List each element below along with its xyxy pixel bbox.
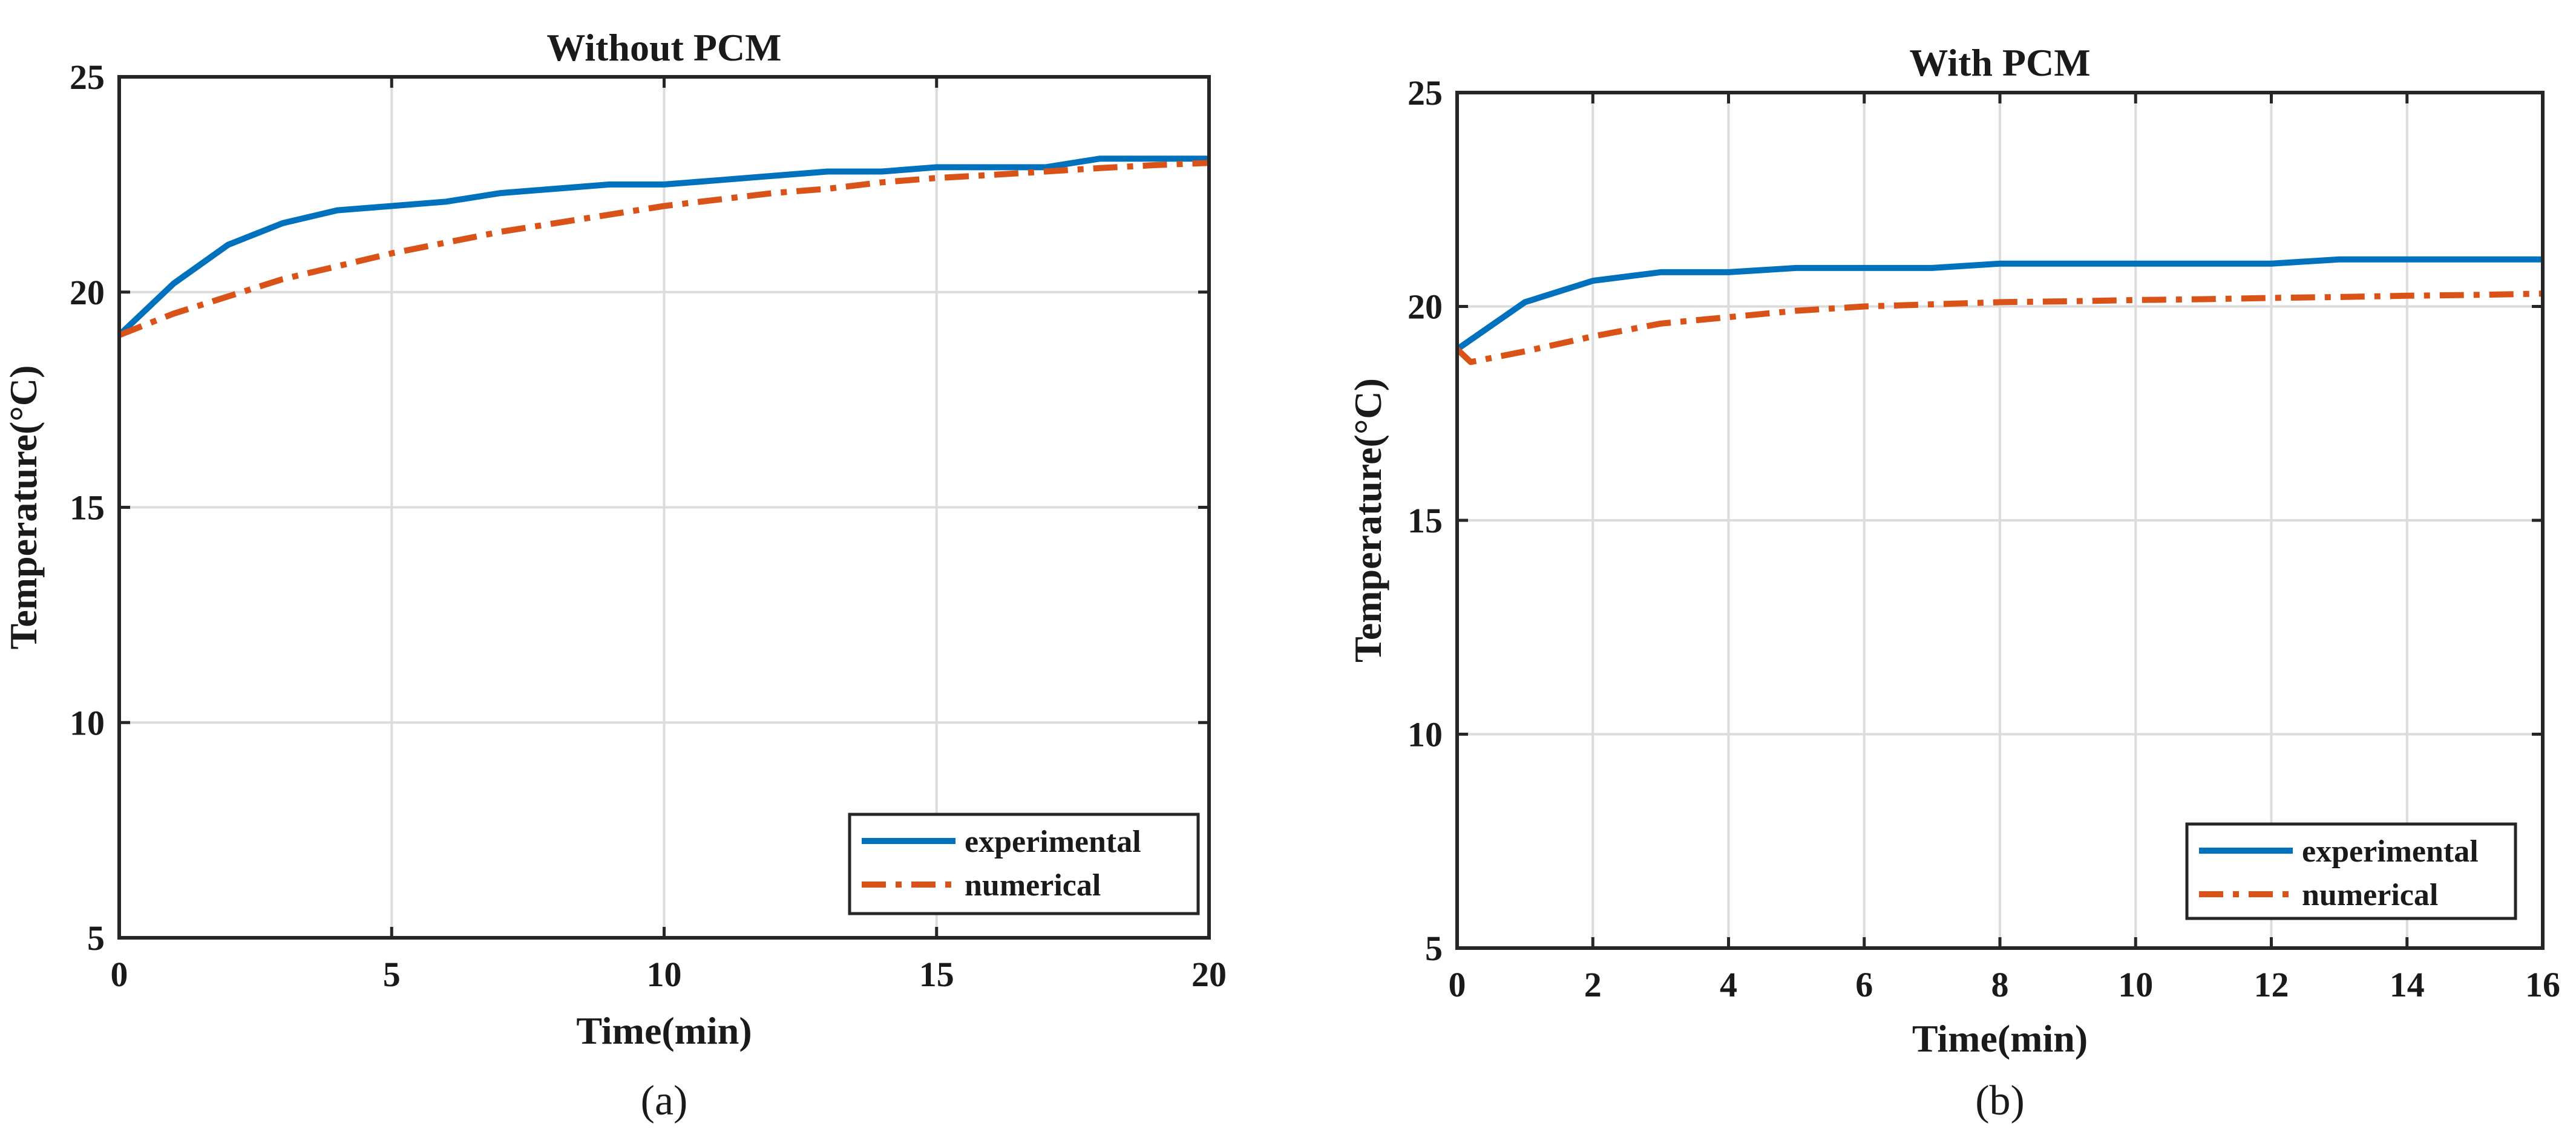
chart-title: With PCM (1909, 41, 2090, 84)
legend-label-experimental: experimental (2302, 834, 2479, 869)
x-tick-label: 12 (2254, 965, 2289, 1004)
x-tick-label: 0 (111, 955, 128, 994)
series-line-experimental (117, 155, 1209, 338)
series-line-numerical (1455, 290, 2543, 365)
y-tick-label: 10 (1408, 715, 1443, 754)
y-tick-label: 5 (87, 918, 105, 958)
series-line-experimental (1455, 256, 2543, 352)
legend-label-numerical: numerical (965, 868, 1101, 903)
chart-panel-b: 0 2 4 6 8 10 12 14 16 5 10 15 20 25 With PCM Time(min) T… (1346, 41, 2560, 1124)
panel-label: (a) (641, 1078, 688, 1124)
panel-label: (b) (1975, 1078, 2025, 1124)
y-tick-label: 15 (1408, 501, 1443, 540)
x-tick-label: 2 (1584, 965, 1602, 1004)
y-tick-label: 20 (1408, 287, 1443, 327)
series-line-numerical (118, 160, 1210, 338)
x-tick-label: 16 (2525, 965, 2560, 1004)
y-tick-label: 10 (70, 703, 105, 742)
y-tick-label: 5 (1425, 929, 1443, 968)
x-axis-label: Time(min) (576, 1009, 752, 1052)
x-tick-label: 20 (1191, 955, 1227, 994)
y-tick-label: 25 (1408, 73, 1443, 113)
x-tick-label: 4 (1720, 965, 1737, 1004)
x-tick-label: 10 (647, 955, 682, 994)
x-tick-label: 14 (2390, 965, 2425, 1004)
x-tick-label: 6 (1855, 965, 1873, 1004)
y-axis-label: Temperature(°C) (1346, 378, 1389, 663)
x-tick-label: 0 (1449, 965, 1466, 1004)
x-tick-label: 10 (2118, 965, 2153, 1004)
x-tick-label: 15 (919, 955, 954, 994)
y-axis-label: Temperature(°C) (2, 365, 45, 650)
legend-box (848, 813, 1200, 915)
x-axis-label: Time(min) (1912, 1017, 2088, 1060)
x-tick-label: 8 (1991, 965, 2009, 1004)
y-tick-label: 25 (70, 57, 105, 97)
chart-title: Without PCM (546, 26, 781, 69)
y-tick-label: 15 (70, 488, 105, 528)
legend-label-experimental: experimental (965, 825, 1141, 859)
y-tick-label: 20 (70, 273, 105, 312)
x-tick-label: 5 (383, 955, 401, 994)
legend-label-numerical: numerical (2302, 878, 2438, 912)
legend-box (2185, 822, 2517, 920)
